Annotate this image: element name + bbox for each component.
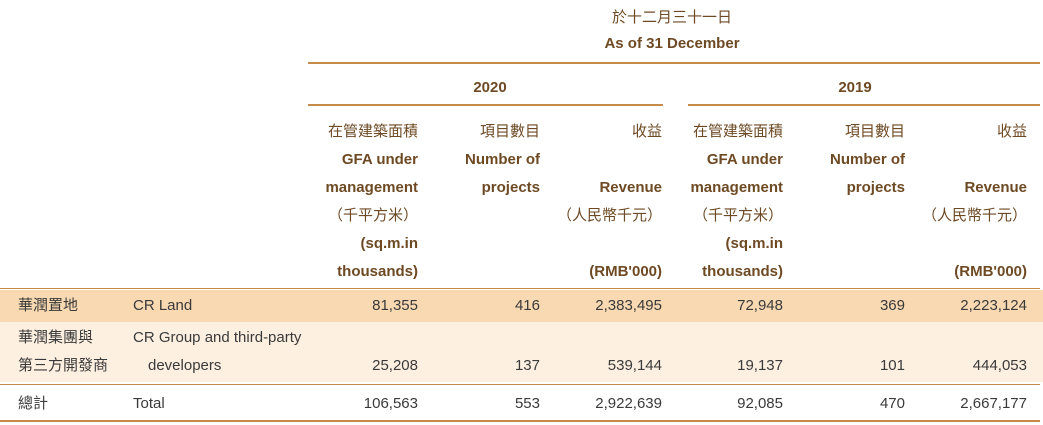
column-header: GFA under xyxy=(706,151,783,168)
rule xyxy=(0,384,1040,385)
column-header: management xyxy=(690,179,783,196)
row-label-en: CR Group and third-party xyxy=(133,329,302,346)
cell-value: 369 xyxy=(879,297,905,314)
row-bg xyxy=(0,322,1043,382)
year-header: 2020 xyxy=(473,79,507,96)
year-header: 2019 xyxy=(838,79,872,96)
title-en: As of 31 December xyxy=(604,35,740,52)
column-header: 在管建築面積 xyxy=(692,123,783,140)
column-header: projects xyxy=(481,179,540,196)
column-header: (RMB'000) xyxy=(954,263,1027,280)
column-header: Revenue xyxy=(964,179,1027,196)
column-header: (sq.m.in xyxy=(725,235,783,252)
cell-value: 81,355 xyxy=(372,297,418,314)
column-header: Number of xyxy=(465,151,540,168)
column-header: 收益 xyxy=(631,123,662,140)
rule xyxy=(308,62,1040,64)
rule xyxy=(308,104,663,106)
title-zh: 於十二月三十一日 xyxy=(611,9,732,26)
column-header: Number of xyxy=(830,151,905,168)
row-label-en: Total xyxy=(133,395,165,412)
column-header: 項目數目 xyxy=(479,123,540,140)
cell-value: 416 xyxy=(514,297,540,314)
cell-value: 92,085 xyxy=(737,395,783,412)
cell-value: 2,223,124 xyxy=(960,297,1027,314)
column-header: 收益 xyxy=(996,123,1027,140)
column-header: thousands) xyxy=(337,263,418,280)
rule xyxy=(0,288,1040,289)
row-bg xyxy=(0,290,1043,322)
cell-value: 137 xyxy=(514,357,540,374)
cell-value: 2,383,495 xyxy=(595,297,662,314)
row-label-zh: 總計 xyxy=(18,395,49,412)
row-label-zh: 華潤置地 xyxy=(18,297,79,314)
column-header: 在管建築面積 xyxy=(327,123,418,140)
row-label-zh: 華潤集團與 xyxy=(18,329,94,346)
column-header: management xyxy=(325,179,418,196)
rule xyxy=(0,420,1040,422)
column-header: （千平方米） xyxy=(327,207,418,224)
cell-value: 2,667,177 xyxy=(960,395,1027,412)
row-label-zh: 第三方開發商 xyxy=(18,357,109,374)
cell-value: 539,144 xyxy=(607,357,662,374)
cell-value: 2,922,639 xyxy=(595,395,662,412)
column-header: GFA under xyxy=(341,151,418,168)
column-header: 項目數目 xyxy=(844,123,905,140)
cell-value: 553 xyxy=(514,395,540,412)
cell-value: 470 xyxy=(879,395,905,412)
cell-value: 101 xyxy=(879,357,905,374)
cell-value: 444,053 xyxy=(972,357,1027,374)
column-header: projects xyxy=(846,179,905,196)
column-header: （人民幣千元） xyxy=(556,207,662,224)
column-header: （人民幣千元） xyxy=(921,207,1027,224)
column-header: (RMB'000) xyxy=(589,263,662,280)
rule xyxy=(688,104,1040,106)
row-label-en: developers xyxy=(148,357,222,374)
column-header: (sq.m.in xyxy=(360,235,418,252)
cell-value: 106,563 xyxy=(363,395,418,412)
cell-value: 19,137 xyxy=(737,357,783,374)
column-header: Revenue xyxy=(599,179,662,196)
cell-value: 72,948 xyxy=(737,297,783,314)
column-header: thousands) xyxy=(702,263,783,280)
cell-value: 25,208 xyxy=(372,357,418,374)
row-label-en: CR Land xyxy=(133,297,193,314)
column-header: （千平方米） xyxy=(692,207,783,224)
